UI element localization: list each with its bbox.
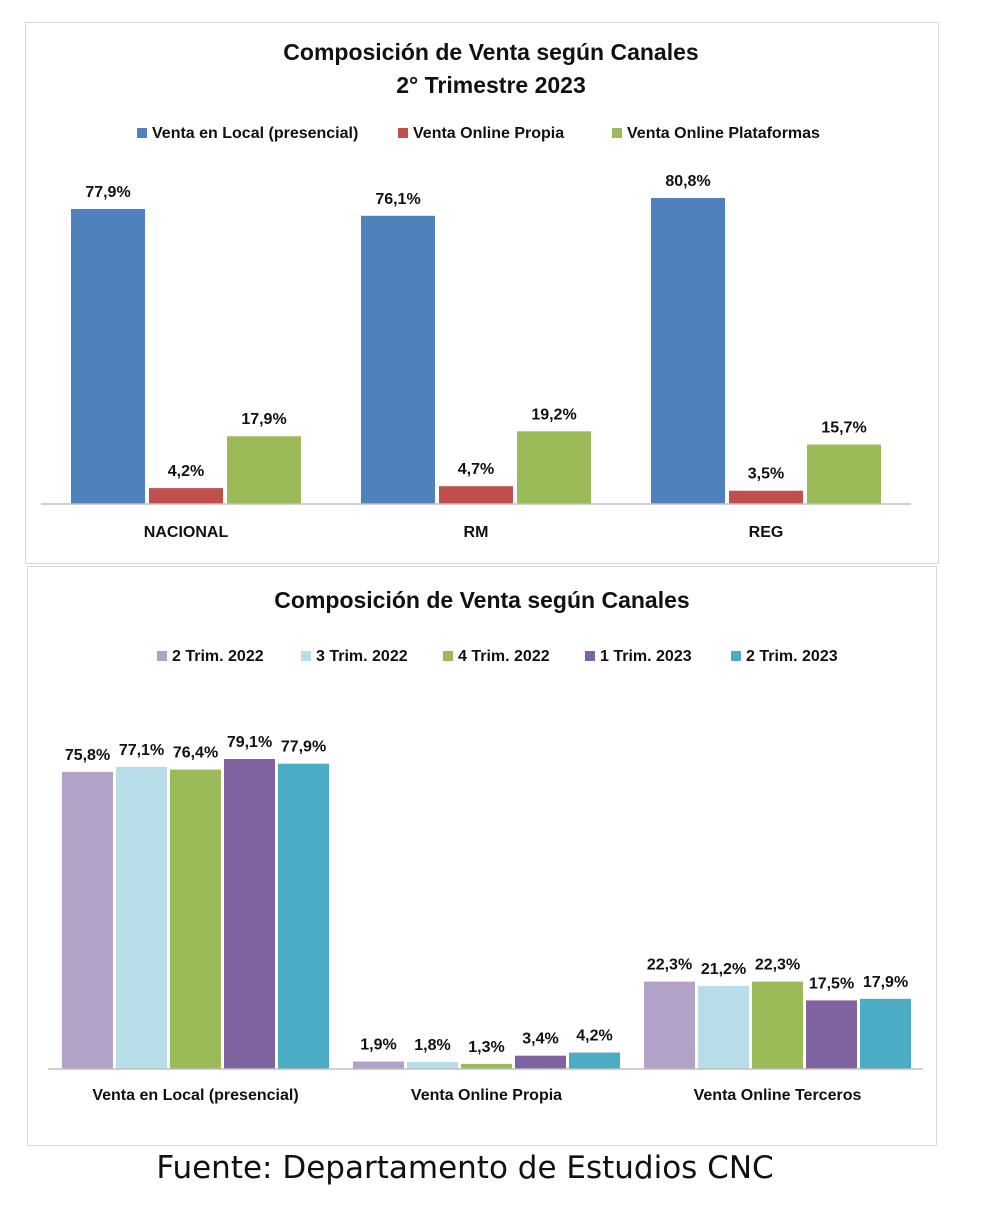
bar-4-trim-2022-venta-online-terceros [752,981,803,1069]
bar-venta-online-propia-reg [729,490,803,504]
bar-venta-online-plataformas-nacional [227,436,301,504]
data-label-4-trim-2022-venta-online-terceros: 22,3% [755,957,800,974]
data-label-1-trim-2023-venta-online-terceros: 17,5% [809,975,854,992]
chart-panel-channels-trend: Composición de Venta según Canales 2 Tri… [27,566,937,1146]
legend-label-1-trim-2023: 1 Trim. 2023 [600,648,692,665]
legend-swatch-2-trim-2022 [157,651,167,661]
bar-venta-online-propia-nacional [149,488,223,504]
data-label-venta-en-local-presencial-nacional: 77,9% [85,184,130,201]
data-label-venta-online-propia-rm: 4,7% [458,461,494,478]
bar-3-trim-2022-venta-online-propia [407,1061,458,1069]
legend-swatch-venta-online-propia [398,128,408,138]
legend-swatch-venta-en-local-presencial [137,128,147,138]
bar-4-trim-2022-venta-en-local-presencial [170,769,221,1069]
data-label-2-trim-2022-venta-online-propia: 1,9% [360,1037,396,1054]
legend-swatch-3-trim-2022 [301,651,311,661]
bar-venta-en-local-presencial-rm [361,215,435,504]
bar-2-trim-2023-venta-online-terceros [860,998,911,1069]
bar-venta-en-local-presencial-reg [651,198,725,504]
bar-1-trim-2023-venta-en-local-presencial [224,759,275,1069]
data-label-venta-online-propia-reg: 3,5% [748,466,784,483]
data-label-4-trim-2022-venta-online-propia: 1,3% [468,1039,504,1056]
data-label-2-trim-2022-venta-en-local-presencial: 75,8% [65,747,110,764]
category-label-rm: RM [464,524,489,541]
data-label-3-trim-2022-venta-online-propia: 1,8% [414,1037,450,1054]
category-label-nacional: NACIONAL [144,524,229,541]
data-label-1-trim-2023-venta-en-local-presencial: 79,1% [227,734,272,751]
data-label-1-trim-2023-venta-online-propia: 3,4% [522,1031,558,1048]
data-label-venta-online-plataformas-rm: 19,2% [531,406,576,423]
chart-title: Composición de Venta según Canales [274,587,689,613]
bar-group: 75,8% 77,1% 76,4% 79,1% 77,9% Venta en Local … [62,734,911,1104]
bar-2-trim-2023-venta-online-propia [569,1052,620,1069]
bar-2-trim-2022-venta-online-propia [353,1061,404,1069]
source-footer: Fuente: Departamento de Estudios CNC [156,1150,774,1186]
chart-channels-trend: Composición de Venta según Canales 2 Tri… [48,587,923,1104]
bar-1-trim-2023-venta-online-propia [515,1055,566,1069]
data-label-2-trim-2023-venta-en-local-presencial: 77,9% [281,739,326,756]
chart-subtitle: 2° Trimestre 2023 [396,72,586,98]
bar-venta-online-plataformas-reg [807,444,881,504]
data-label-venta-en-local-presencial-reg: 80,8% [665,173,710,190]
bar-2-trim-2022-venta-online-terceros [644,981,695,1069]
chart-panel-channels-q2-2023: Composición de Venta según Canales 2° Tr… [25,22,939,564]
data-label-3-trim-2022-venta-en-local-presencial: 77,1% [119,742,164,759]
data-label-venta-online-plataformas-reg: 15,7% [821,420,866,437]
bar-4-trim-2022-venta-online-propia [461,1063,512,1069]
chart-title: Composición de Venta según Canales [283,39,698,65]
bar-3-trim-2022-venta-online-terceros [698,985,749,1069]
chart-legend: Venta en Local (presencial) Venta Online … [137,125,820,142]
data-label-venta-online-plataformas-nacional: 17,9% [241,411,286,428]
bar-3-trim-2022-venta-en-local-presencial [116,766,167,1069]
data-label-2-trim-2023-venta-online-propia: 4,2% [576,1028,612,1045]
legend-label-3-trim-2022: 3 Trim. 2022 [316,648,408,665]
legend-swatch-1-trim-2023 [585,651,595,661]
chart-channels-q2-2023: Composición de Venta según Canales 2° Tr… [41,39,911,541]
bar-group: 77,9% 4,2% 17,9% NACIONAL 76,1% 4,7% 19,2% RM 80… [71,173,881,541]
bar-venta-en-local-presencial-nacional [71,208,145,504]
legend-label-venta-online-plataformas: Venta Online Plataformas [627,125,820,142]
bar-venta-online-plataformas-rm [517,431,591,504]
legend-label-venta-online-propia: Venta Online Propia [413,125,564,142]
category-label-venta-online-propia: Venta Online Propia [411,1087,562,1104]
bar-2-trim-2023-venta-en-local-presencial [278,763,329,1069]
category-label-venta-online-terceros: Venta Online Terceros [694,1087,862,1104]
data-label-3-trim-2022-venta-online-terceros: 21,2% [701,961,746,978]
category-label-venta-en-local-presencial: Venta en Local (presencial) [92,1087,298,1104]
bar-1-trim-2023-venta-online-terceros [806,1000,857,1069]
chart-legend: 2 Trim. 2022 3 Trim. 2022 4 Trim. 2022 1 Tr… [157,648,838,665]
bar-2-trim-2022-venta-en-local-presencial [62,771,113,1069]
legend-label-venta-en-local-presencial: Venta en Local (presencial) [152,125,358,142]
legend-swatch-4-trim-2022 [443,651,453,661]
legend-swatch-2-trim-2023 [731,651,741,661]
legend-label-2-trim-2022: 2 Trim. 2022 [172,648,264,665]
data-label-2-trim-2023-venta-online-terceros: 17,9% [863,974,908,991]
data-label-venta-en-local-presencial-rm: 76,1% [375,191,420,208]
legend-label-4-trim-2022: 4 Trim. 2022 [458,648,550,665]
legend-swatch-venta-online-plataformas [612,128,622,138]
category-label-reg: REG [749,524,784,541]
data-label-4-trim-2022-venta-en-local-presencial: 76,4% [173,745,218,762]
legend-label-2-trim-2023: 2 Trim. 2023 [746,648,838,665]
bar-venta-online-propia-rm [439,486,513,504]
data-label-venta-online-propia-nacional: 4,2% [168,463,204,480]
data-label-2-trim-2022-venta-online-terceros: 22,3% [647,957,692,974]
